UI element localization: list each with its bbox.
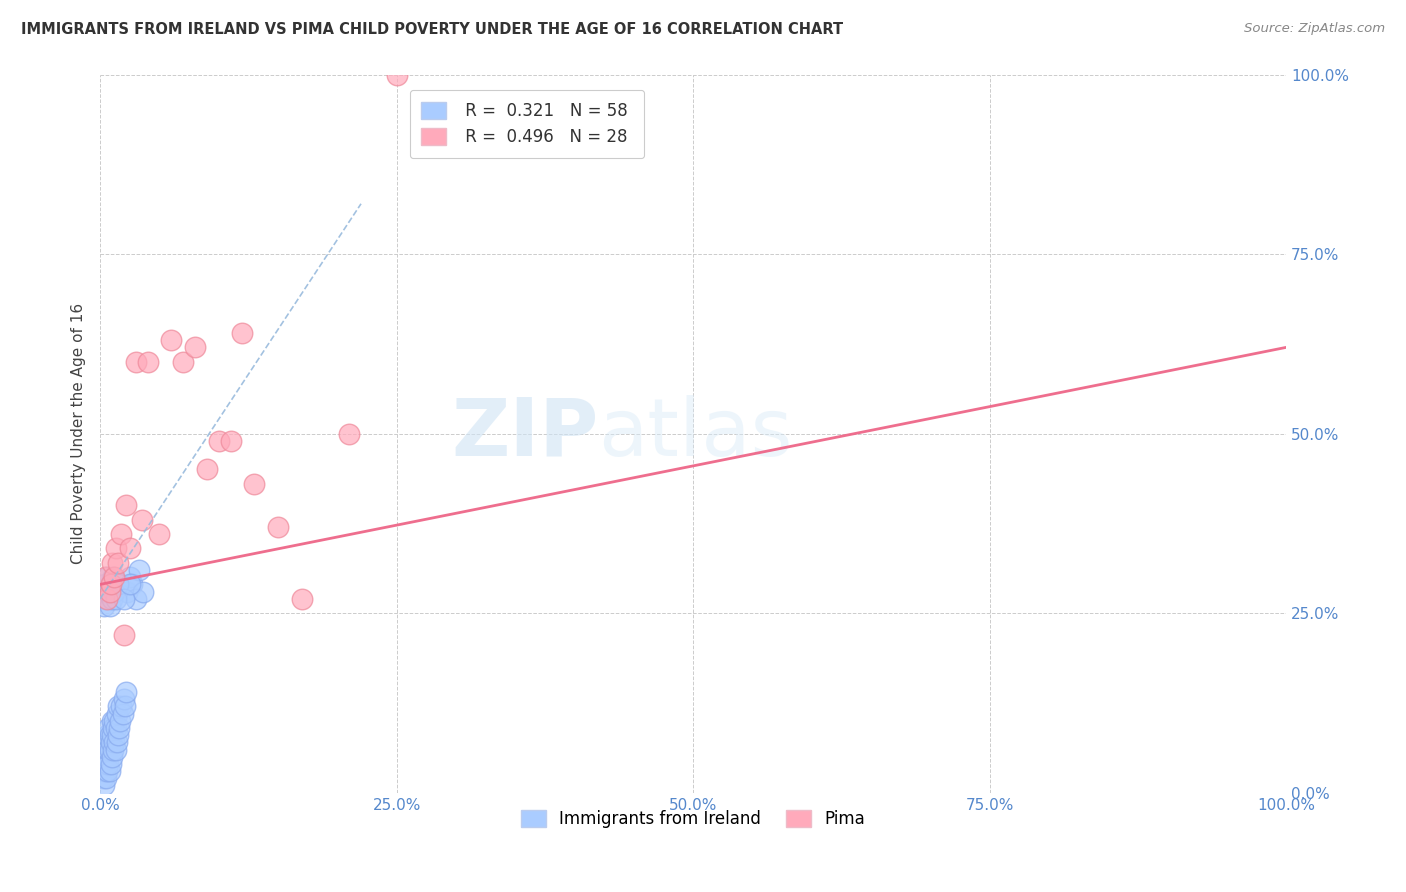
Point — [125, 355, 148, 369]
Point — [98, 728, 121, 742]
Point — [337, 426, 360, 441]
Point — [94, 735, 117, 749]
Point — [243, 476, 266, 491]
Point — [98, 584, 121, 599]
Point — [101, 570, 124, 584]
Point — [101, 728, 124, 742]
Point — [104, 721, 127, 735]
Point — [148, 527, 170, 541]
Point — [97, 584, 120, 599]
Point — [115, 685, 138, 699]
Point — [117, 584, 139, 599]
Point — [98, 599, 121, 613]
Point — [101, 556, 124, 570]
Point — [96, 570, 118, 584]
Point — [96, 591, 118, 606]
Point — [112, 591, 135, 606]
Point — [128, 563, 150, 577]
Point — [98, 742, 121, 756]
Text: IMMIGRANTS FROM IRELAND VS PIMA CHILD POVERTY UNDER THE AGE OF 16 CORRELATION CH: IMMIGRANTS FROM IRELAND VS PIMA CHILD PO… — [21, 22, 844, 37]
Point — [107, 699, 129, 714]
Point — [105, 706, 128, 721]
Point — [118, 541, 141, 556]
Point — [107, 556, 129, 570]
Point — [110, 527, 132, 541]
Point — [136, 355, 159, 369]
Point — [98, 764, 121, 778]
Point — [385, 68, 408, 82]
Point — [110, 699, 132, 714]
Point — [101, 591, 124, 606]
Point — [101, 742, 124, 756]
Point — [103, 570, 125, 584]
Point — [125, 591, 148, 606]
Point — [291, 591, 314, 606]
Point — [231, 326, 253, 340]
Point — [115, 499, 138, 513]
Point — [96, 764, 118, 778]
Point — [100, 577, 122, 591]
Point — [94, 591, 117, 606]
Point — [184, 340, 207, 354]
Point — [112, 628, 135, 642]
Point — [104, 591, 127, 606]
Text: Source: ZipAtlas.com: Source: ZipAtlas.com — [1244, 22, 1385, 36]
Point — [108, 721, 131, 735]
Point — [118, 577, 141, 591]
Point — [160, 333, 183, 347]
Point — [101, 721, 124, 735]
Point — [131, 513, 153, 527]
Point — [94, 756, 117, 771]
Point — [195, 462, 218, 476]
Point — [94, 570, 117, 584]
Text: ZIP: ZIP — [451, 394, 598, 473]
Point — [96, 728, 118, 742]
Point — [114, 699, 136, 714]
Point — [103, 735, 125, 749]
Point — [121, 577, 143, 591]
Point — [101, 749, 124, 764]
Point — [132, 584, 155, 599]
Point — [97, 756, 120, 771]
Point — [107, 728, 129, 742]
Point — [93, 779, 115, 793]
Point — [100, 756, 122, 771]
Text: atlas: atlas — [598, 394, 793, 473]
Point — [93, 599, 115, 613]
Point — [219, 434, 242, 448]
Point — [100, 577, 122, 591]
Point — [110, 714, 132, 728]
Point — [96, 749, 118, 764]
Point — [91, 772, 114, 786]
Point — [100, 735, 122, 749]
Point — [94, 764, 117, 778]
Point — [267, 520, 290, 534]
Point — [103, 714, 125, 728]
Point — [103, 584, 125, 599]
Point — [97, 742, 120, 756]
Point — [94, 772, 117, 786]
Point — [94, 749, 117, 764]
Point — [112, 692, 135, 706]
Point — [107, 577, 129, 591]
Legend: Immigrants from Ireland, Pima: Immigrants from Ireland, Pima — [515, 803, 872, 835]
Point — [97, 721, 120, 735]
Point — [208, 434, 231, 448]
Point — [101, 714, 124, 728]
Point — [104, 742, 127, 756]
Point — [118, 570, 141, 584]
Point — [104, 541, 127, 556]
Point — [94, 577, 117, 591]
Point — [111, 706, 134, 721]
Y-axis label: Child Poverty Under the Age of 16: Child Poverty Under the Age of 16 — [72, 303, 86, 564]
Point — [172, 355, 194, 369]
Point — [105, 735, 128, 749]
